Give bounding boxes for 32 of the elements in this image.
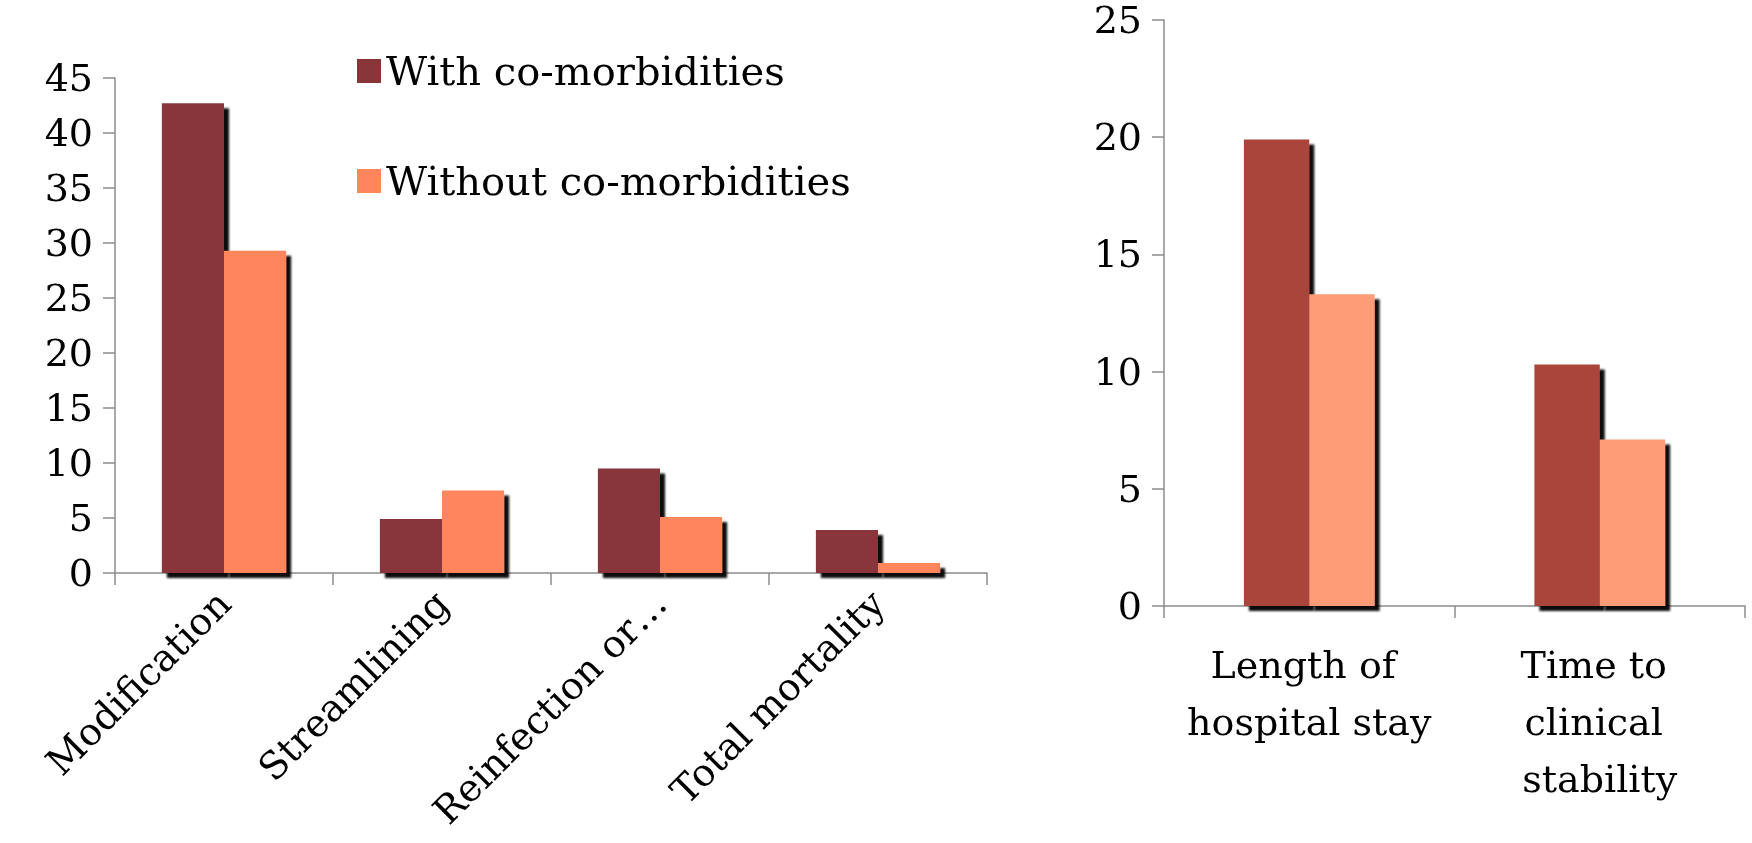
y-tick-label: 25 — [1093, 0, 1142, 42]
y-tick-label: 25 — [44, 276, 93, 320]
y-tick-label: 30 — [44, 221, 93, 265]
bar — [161, 103, 224, 573]
x-tick-label: Length of hospital stay — [1187, 642, 1432, 744]
x-tick-label: Time to clinical stability — [1520, 642, 1679, 801]
legend-label: With co-morbidities — [386, 48, 785, 94]
y-tick-label: 20 — [44, 331, 93, 375]
bar — [379, 519, 442, 573]
bar — [878, 563, 941, 573]
y-tick-label: 20 — [1093, 115, 1142, 160]
y-tick-label: 10 — [44, 441, 93, 485]
y-tick-label: 10 — [1093, 349, 1142, 394]
bar — [660, 516, 723, 573]
y-tick-label: 40 — [44, 111, 93, 155]
bar — [1534, 364, 1600, 606]
bar — [1599, 439, 1666, 606]
bar — [597, 468, 660, 573]
legend-label: Without co-morbidities — [386, 158, 851, 204]
y-tick-label: 0 — [1117, 584, 1142, 628]
y-tick-label: 0 — [68, 551, 93, 595]
y-tick-label: 5 — [1117, 466, 1142, 511]
y-tick-label: 35 — [44, 166, 93, 210]
y-tick-label: 15 — [1093, 232, 1142, 277]
bar — [815, 530, 878, 573]
y-tick-label: 5 — [68, 496, 93, 540]
y-tick-label: 45 — [44, 56, 93, 100]
bar — [1243, 139, 1310, 606]
bar — [442, 490, 505, 573]
bar — [224, 250, 287, 573]
y-tick-label: 15 — [44, 386, 93, 430]
bar — [1309, 294, 1375, 606]
